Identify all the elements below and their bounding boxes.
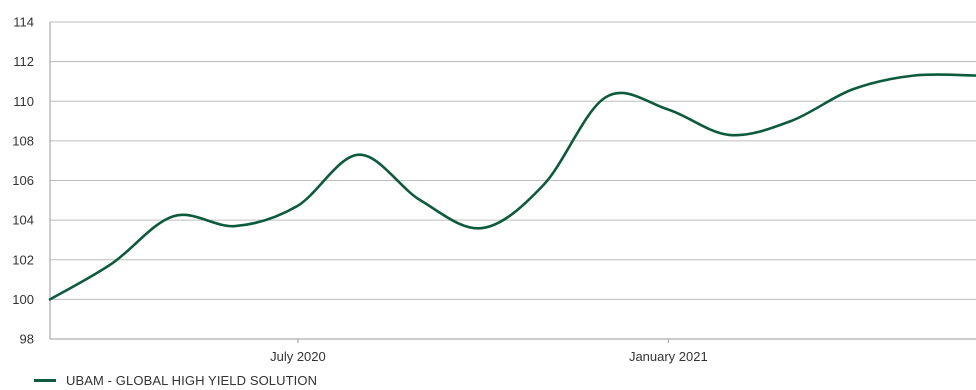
y-tick-label: 98 (20, 332, 34, 347)
x-axis-ticks: July 2020 January 2021 (270, 339, 708, 364)
y-tick-label: 110 (13, 94, 34, 109)
y-axis-ticks: 98 100 102 104 106 108 110 112 114 (12, 15, 34, 347)
y-tick-label: 112 (13, 54, 34, 69)
series-group (48, 73, 976, 301)
y-tick-label: 100 (12, 292, 34, 307)
y-tick-label: 102 (12, 252, 34, 267)
y-tick-label: 104 (12, 213, 34, 228)
y-tick-label: 106 (12, 173, 34, 188)
y-tick-label: 108 (12, 133, 34, 148)
legend: UBAM - GLOBAL HIGH YIELD SOLUTION (34, 373, 317, 388)
legend-label: UBAM - GLOBAL HIGH YIELD SOLUTION (66, 373, 318, 388)
legend-swatch (34, 379, 56, 382)
x-tick-label: January 2021 (629, 349, 708, 364)
series-line (48, 73, 976, 301)
y-tick-label: 114 (13, 15, 34, 30)
grid-lines (49, 21, 976, 340)
x-tick-label: July 2020 (270, 349, 326, 364)
